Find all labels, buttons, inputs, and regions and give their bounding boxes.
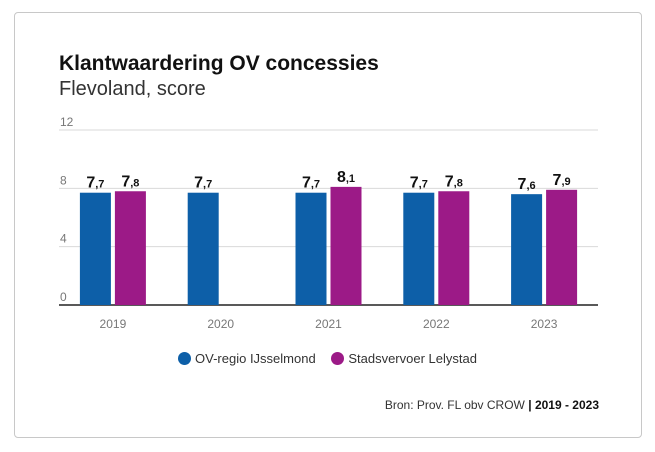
data-label: 7,8 <box>445 173 463 190</box>
data-label-integer: 8 <box>337 169 346 186</box>
bar-series-1 <box>295 192 327 305</box>
data-label-integer: 7 <box>86 175 95 192</box>
chart-title: Klantwaardering OV concessies <box>59 52 379 75</box>
data-label: 7,8 <box>121 173 139 190</box>
source-separator: | <box>528 398 532 412</box>
data-label-decimal: ,7 <box>311 179 320 191</box>
y-tick-label: 8 <box>60 173 67 187</box>
data-label: 7,7 <box>194 175 212 192</box>
data-label-integer: 7 <box>302 175 311 192</box>
legend-item-series-1[interactable]: OV-regio IJsselmond <box>178 351 316 366</box>
data-label-integer: 7 <box>121 173 130 190</box>
data-label-integer: 7 <box>194 175 203 192</box>
data-label-integer: 7 <box>410 175 419 192</box>
source-text: Bron: Prov. FL obv CROW <box>384 398 525 412</box>
data-label: 7,7 <box>86 175 104 192</box>
y-tick-label: 4 <box>60 232 67 246</box>
bar-series-1 <box>187 192 219 305</box>
data-label-decimal: ,7 <box>419 179 428 191</box>
x-tick-label: 2019 <box>100 317 127 331</box>
bar-series-2 <box>330 186 362 305</box>
bar-series-2 <box>546 189 578 305</box>
data-label-integer: 7 <box>445 173 454 190</box>
legend: OV-regio IJsselmond Stadsvervoer Lelysta… <box>0 351 655 368</box>
x-tick-label: 2022 <box>423 317 450 331</box>
x-tick-label: 2023 <box>531 317 558 331</box>
chart-subtitle: Flevoland, score <box>59 78 206 100</box>
data-label-integer: 7 <box>518 176 527 193</box>
bar-series-1 <box>403 192 435 305</box>
source-period: 2019 - 2023 <box>534 398 599 412</box>
data-label-integer: 7 <box>553 172 562 189</box>
data-label-decimal: ,7 <box>95 179 104 191</box>
y-tick-label: 12 <box>60 115 74 129</box>
data-label-decimal: ,7 <box>203 179 212 191</box>
legend-swatch-series-2 <box>331 352 345 365</box>
data-label-decimal: ,1 <box>346 173 355 185</box>
bar-series-2 <box>114 191 146 305</box>
legend-label-series-2: Stadsvervoer Lelystad <box>348 351 477 366</box>
source-note: Bron: Prov. FL obv CROW | 2019 - 2023 <box>385 398 599 412</box>
data-label: 8,1 <box>337 169 355 186</box>
data-label: 7,7 <box>410 175 428 192</box>
x-tick-label: 2021 <box>315 317 342 331</box>
bar-series-2 <box>438 191 470 305</box>
legend-item-series-2[interactable]: Stadsvervoer Lelystad <box>331 351 477 366</box>
data-label: 7,7 <box>302 175 320 192</box>
data-label-decimal: ,8 <box>454 177 463 189</box>
data-label-decimal: ,9 <box>561 176 570 188</box>
data-label-decimal: ,8 <box>130 177 139 189</box>
bar-series-1 <box>79 192 111 305</box>
legend-label-series-1: OV-regio IJsselmond <box>195 351 316 366</box>
x-tick-label: 2020 <box>207 317 234 331</box>
y-tick-label: 0 <box>60 290 67 304</box>
data-label: 7,9 <box>553 172 571 189</box>
data-label: 7,6 <box>518 176 536 193</box>
data-label-decimal: ,6 <box>526 180 535 192</box>
bar-series-1 <box>511 194 543 305</box>
legend-swatch-series-1 <box>178 352 192 365</box>
